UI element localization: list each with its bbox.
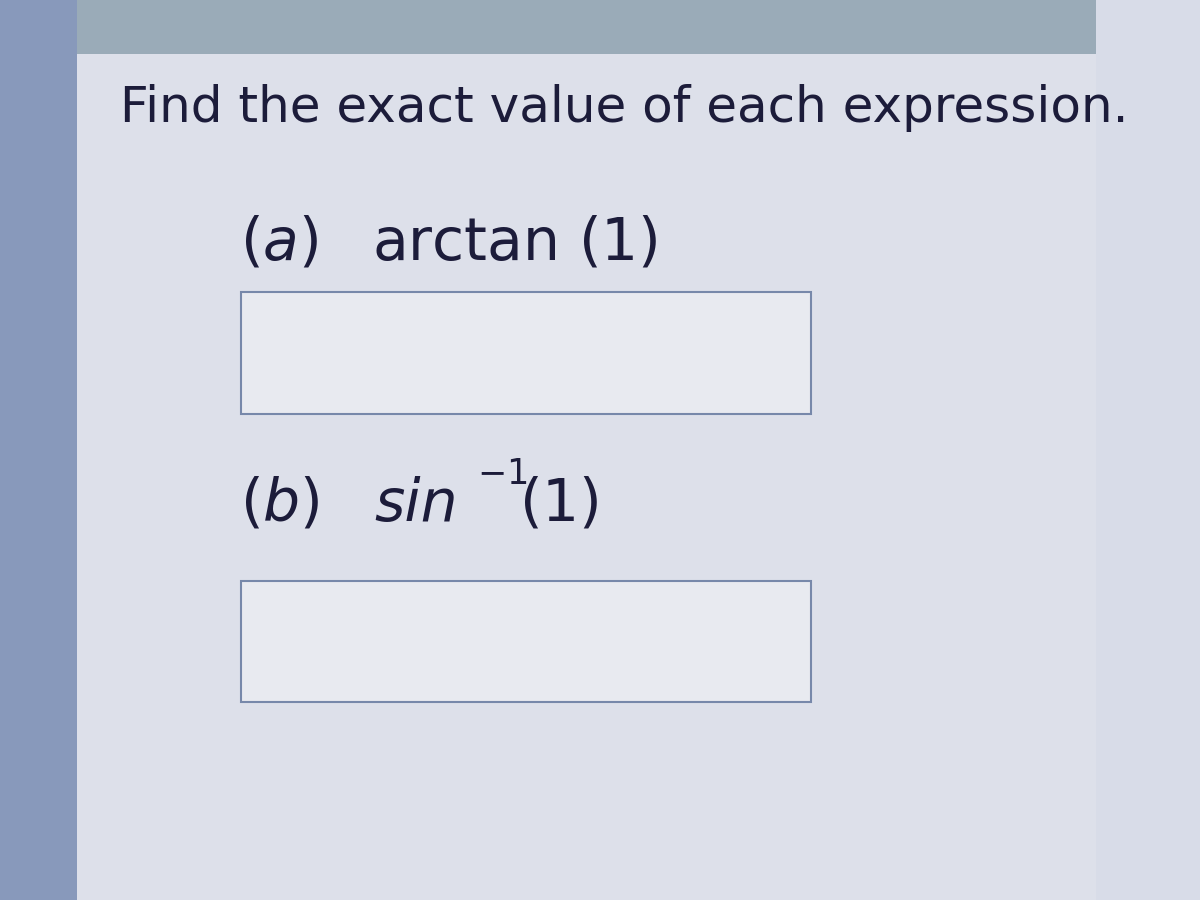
Text: $-1$: $-1$ — [476, 457, 527, 491]
Text: Find the exact value of each expression.: Find the exact value of each expression. — [120, 84, 1129, 132]
Text: arctan $(1)$: arctan $(1)$ — [372, 214, 658, 272]
Bar — [0, 0, 1096, 54]
Bar — [241, 292, 811, 414]
Text: $(a)$: $(a)$ — [240, 214, 318, 272]
Text: $(b)$: $(b)$ — [240, 475, 319, 533]
Bar — [241, 580, 811, 702]
Text: $(1)$: $(1)$ — [518, 475, 599, 533]
Text: sin: sin — [374, 475, 458, 533]
Bar — [0, 0, 77, 900]
